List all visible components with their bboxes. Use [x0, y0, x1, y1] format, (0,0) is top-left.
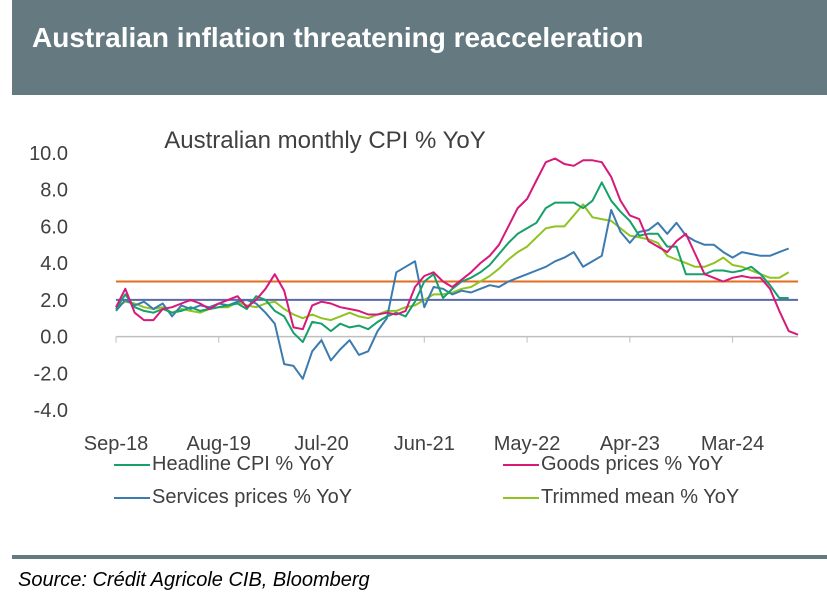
- legend-swatch-headline: [114, 464, 150, 466]
- y-tick-label: 8.0: [40, 180, 68, 202]
- legend-swatch-trimmed: [503, 497, 539, 499]
- header-banner: Australian inflation threatening reaccel…: [12, 0, 827, 95]
- page-title: Australian inflation threatening reaccel…: [32, 22, 644, 53]
- series-line-headline-cpi-yoy: [115, 181, 789, 344]
- chart-title: Australian monthly CPI % YoY: [164, 127, 486, 154]
- x-tick-label: Apr-23: [600, 433, 660, 455]
- y-tick-label: -2.0: [34, 363, 68, 385]
- legend-swatch-services: [114, 497, 150, 499]
- legend-label-headline: Headline CPI % YoY: [152, 453, 335, 475]
- legend-label-goods: Goods prices % YoY: [541, 453, 724, 475]
- series-line-trimmed-mean-yoy: [115, 203, 790, 322]
- x-tick-label: Jul-20: [294, 433, 348, 455]
- series-line-goods-prices-yoy: [115, 157, 799, 336]
- y-tick-label: 4.0: [40, 253, 68, 275]
- y-tick-label: 6.0: [40, 216, 68, 238]
- y-tick-label: 10.0: [29, 143, 68, 165]
- legend-label-trimmed: Trimmed mean % YoY: [541, 486, 740, 508]
- x-tick-label: May-22: [494, 433, 561, 455]
- y-tick-label: -4.0: [34, 400, 68, 422]
- y-tick-label: 2.0: [40, 290, 68, 312]
- x-tick-label: Aug-19: [187, 433, 252, 455]
- chart-area: Australian monthly CPI % YoY -4.0 -2.0 0.0 2…: [12, 95, 827, 555]
- x-tick-label: Jun-21: [394, 433, 455, 455]
- y-tick-label: 0.0: [40, 327, 68, 349]
- series-line-services-prices-yoy: [115, 208, 790, 380]
- cpi-line-chart: Australian monthly CPI % YoY -4.0 -2.0 0.0 2…: [29, 127, 799, 455]
- legend-label-services: Services prices % YoY: [152, 486, 353, 508]
- legend-swatch-goods: [503, 464, 539, 466]
- x-tick-label: Sep-18: [84, 433, 149, 455]
- source-note: Source: Crédit Agricole CIB, Bloomberg: [18, 569, 370, 591]
- bottom-divider: [12, 555, 827, 559]
- x-tick-label: Mar-24: [701, 433, 764, 455]
